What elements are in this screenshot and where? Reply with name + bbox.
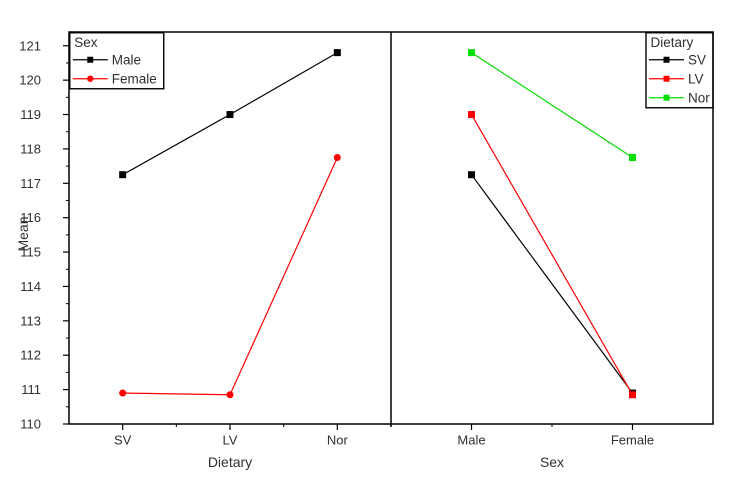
series-line-female xyxy=(122,157,338,396)
y-tick-label: 112 xyxy=(20,348,41,363)
data-point xyxy=(333,154,341,162)
x-tick-label: Male xyxy=(457,433,485,448)
data-point xyxy=(226,111,234,119)
y-axis-title: Mean xyxy=(15,216,31,252)
legend-entry-label: Female xyxy=(112,71,157,86)
legend-title: Sex xyxy=(74,35,98,50)
y-tick-label: 115 xyxy=(20,245,41,260)
series-line-nor xyxy=(471,52,633,159)
data-point xyxy=(629,154,636,162)
y-tick-label: 119 xyxy=(20,107,41,122)
y-tick-label: 120 xyxy=(19,73,41,88)
data-point xyxy=(629,391,636,399)
legend-marker xyxy=(663,75,670,82)
x-tick-label: SV xyxy=(114,433,132,448)
x-axis-title-sex: Sex xyxy=(539,454,565,470)
y-tick-label: 116 xyxy=(20,210,41,225)
legend-entry-label: LV xyxy=(688,71,704,86)
series-line-sv xyxy=(471,174,633,394)
legend-marker xyxy=(663,56,670,63)
x-tick-label: LV xyxy=(223,433,238,448)
data-point xyxy=(468,171,475,179)
data-point xyxy=(468,111,475,119)
legend-marker xyxy=(87,75,94,82)
x-tick-label: Nor xyxy=(327,433,349,448)
x-tick-label: Female xyxy=(611,433,654,448)
data-point xyxy=(119,171,127,179)
legend-marker xyxy=(663,94,670,101)
legend-entry-label: SV xyxy=(688,52,706,67)
y-tick-label: 114 xyxy=(20,279,41,294)
legend-box-sex xyxy=(69,32,165,90)
data-point xyxy=(333,49,341,57)
y-tick-label: 111 xyxy=(21,382,41,397)
y-tick-label: 117 xyxy=(20,176,41,191)
x-axis-title-dietary: Dietary xyxy=(207,454,253,470)
data-point xyxy=(468,49,475,57)
y-tick-label: 110 xyxy=(20,417,41,432)
y-tick-label: 113 xyxy=(20,313,41,328)
y-tick-label: 121 xyxy=(19,38,41,53)
legend-entry-label: Nor xyxy=(688,90,710,105)
series-line-lv xyxy=(470,114,634,396)
legend-marker xyxy=(87,56,94,63)
data-point xyxy=(119,389,127,397)
data-point xyxy=(226,391,234,399)
legend-entry-label: Male xyxy=(112,52,141,67)
legend-title: Dietary xyxy=(651,35,694,50)
y-tick-label: 118 xyxy=(20,141,41,156)
